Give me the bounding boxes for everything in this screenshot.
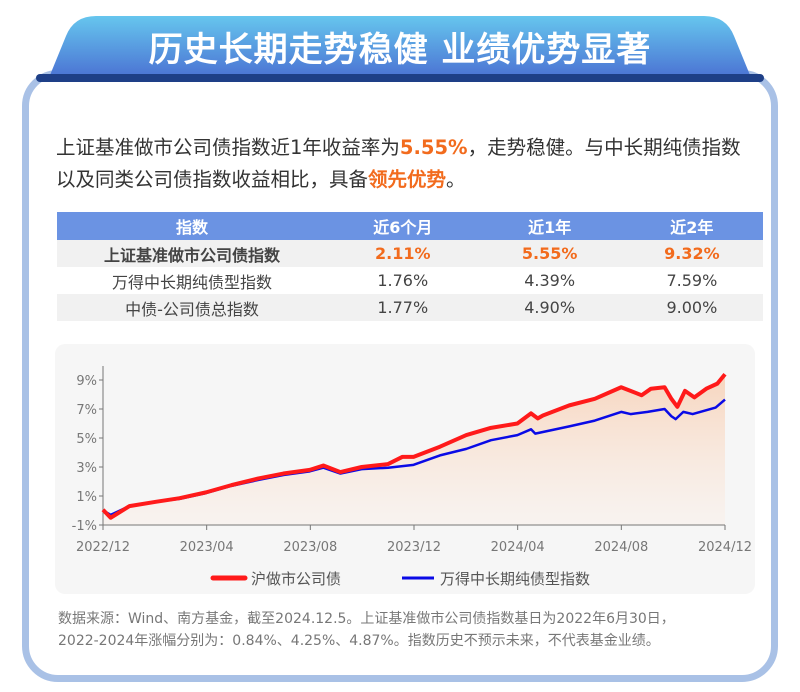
return-6m: 1.77% <box>327 294 479 321</box>
banner-shape <box>36 16 764 82</box>
x-tick-label: 2024/08 <box>594 540 648 555</box>
col-header: 近6个月 <box>327 212 479 240</box>
intro-part: 。 <box>446 168 466 191</box>
intro-part: 上证基准做市公司债指数近1年收益率为 <box>56 136 400 159</box>
y-tick-label: 5% <box>76 432 97 447</box>
col-header: 近2年 <box>620 212 763 240</box>
intro-highlight-advantage: 领先优势 <box>368 168 447 191</box>
footnote: 数据来源：Wind、南方基金，截至2024.12.5。上证基准做市公司债指数基日… <box>58 608 778 652</box>
y-tick-label: 9% <box>76 374 97 389</box>
header-banner: 历史长期走势稳健 业绩优势显著 <box>36 14 764 82</box>
chart-panel: -1% 1% 3% 5% 7% 9% 2022/12 2023/04 2023/08 2023/1… <box>55 344 755 594</box>
page-title: 历史长期走势稳健 业绩优势显著 <box>148 30 652 70</box>
table-header: 指数 近6个月 近1年 近2年 <box>57 212 763 240</box>
legend-label: 万得中长期纯债型指数 <box>440 570 590 588</box>
return-6m: 2.11% <box>327 240 479 267</box>
return-2y: 9.00% <box>620 294 763 321</box>
x-tick-label: 2024/12 <box>698 540 752 555</box>
table-row: 上证基准做市公司债指数 2.11% 5.55% 9.32% <box>57 240 763 267</box>
intro-part: ，走势稳健。与中长期纯债指数以及同类公司债指数收益相比，具备 <box>56 136 741 191</box>
return-6m: 1.76% <box>377 271 429 290</box>
y-tick-label: 3% <box>76 461 97 476</box>
table-row: 万得中长期纯债型指数 1.76% 4.39% 7.59% <box>57 267 763 294</box>
return-1y: 4.39% <box>524 271 576 290</box>
index-name: 上证基准做市公司债指数 <box>57 240 327 267</box>
col-header: 近1年 <box>478 212 621 240</box>
index-name: 中债-公司债总指数 <box>57 294 327 321</box>
col-header: 指数 <box>57 212 327 240</box>
x-tick-label: 2023/12 <box>387 540 441 555</box>
line-chart: -1% 1% 3% 5% 7% 9% 2022/12 2023/04 2023/08 2023/1… <box>72 366 752 588</box>
y-tick-label: 7% <box>76 403 97 418</box>
x-tick-label: 2024/04 <box>491 540 545 555</box>
return-2y: 7.59% <box>666 271 718 290</box>
y-tick-label: 1% <box>76 490 97 505</box>
x-tick-label: 2023/04 <box>180 540 234 555</box>
series-line-red <box>101 372 727 520</box>
return-1y: 4.90% <box>478 294 621 321</box>
x-tick-label: 2022/12 <box>76 540 130 555</box>
legend-label: 沪做市公司债 <box>251 570 341 588</box>
footnote-line: 2022-2024年涨幅分别为：0.84%、4.25%、4.87%。指数历史不预… <box>58 633 660 649</box>
return-2y: 9.32% <box>620 240 763 267</box>
intro-highlight-return: 5.55% <box>399 136 468 159</box>
table-row: 中债-公司债总指数 1.77% 4.90% 9.00% <box>57 294 763 321</box>
intro-text: 上证基准做市公司债指数近1年收益率为5.55%，走势稳健。与中长期纯债指数以及同… <box>56 132 756 196</box>
footnote-line: 数据来源：Wind、南方基金，截至2024.12.5。上证基准做市公司债指数基日… <box>58 611 675 627</box>
index-name: 万得中长期纯债型指数 <box>111 272 272 292</box>
series-area-fill <box>103 374 725 525</box>
return-1y: 5.55% <box>478 240 621 267</box>
returns-table: 指数 近6个月 近1年 近2年 上证基准做市公司债指数 2.11% 5.55% … <box>57 212 763 321</box>
y-tick-label: -1% <box>72 519 97 534</box>
x-tick-label: 2023/08 <box>283 540 337 555</box>
